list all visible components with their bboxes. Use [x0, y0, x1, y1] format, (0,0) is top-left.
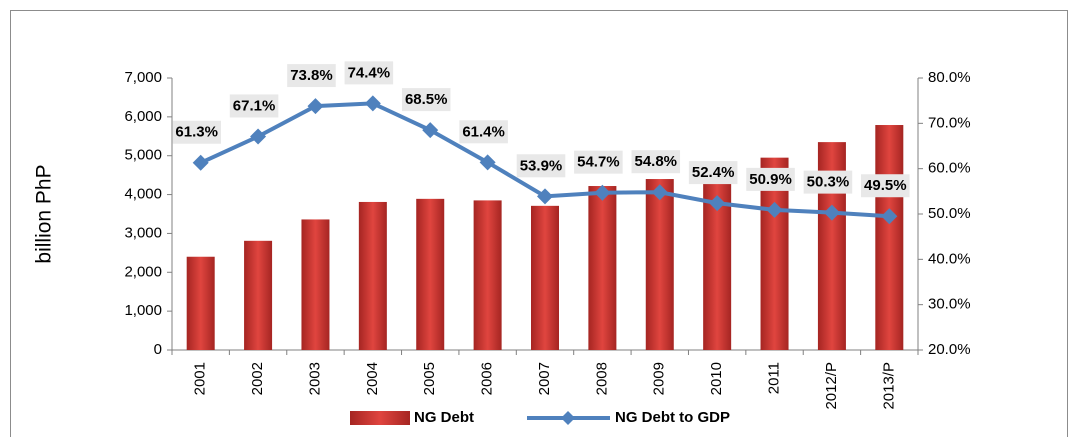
y-tick-label: 0 [154, 341, 162, 358]
x-tick-label: 2010 [708, 362, 725, 395]
marker [479, 154, 496, 171]
data-label: 53.9% [520, 157, 563, 174]
bar [358, 201, 387, 350]
y-tick-label: 5,000 [124, 147, 162, 164]
legend-label: NG Debt to GDP [615, 409, 730, 426]
bar [531, 205, 559, 350]
y2-tick-label: 40.0% [928, 250, 971, 267]
data-label: 50.3% [807, 174, 850, 191]
data-label: 61.3% [175, 124, 218, 141]
marker [651, 184, 668, 201]
data-label-bg [688, 161, 738, 185]
data-label-bg [287, 64, 336, 88]
bar [875, 125, 904, 350]
y-tick-label: 1,000 [124, 302, 162, 319]
x-tick-label: 2002 [249, 362, 266, 395]
marker [192, 154, 209, 171]
x-tick-label: 2013/P [880, 362, 897, 410]
marker [307, 98, 324, 115]
y2-tick-label: 80.0% [928, 69, 971, 86]
data-label: 49.5% [864, 177, 907, 194]
bar [301, 219, 330, 350]
marker [766, 201, 783, 218]
legend-marker [561, 411, 575, 425]
marker [537, 188, 553, 205]
x-tick-label: 2012/P [823, 362, 840, 410]
legend-swatch [350, 411, 410, 425]
data-label: 61.4% [462, 123, 505, 140]
data-label-bg [344, 61, 394, 85]
data-label: 73.8% [290, 67, 333, 84]
y2-tick-label: 20.0% [928, 341, 971, 358]
y2-tick-label: 70.0% [928, 114, 971, 131]
x-tick-label: 2007 [536, 362, 553, 395]
data-label-bg [172, 120, 221, 144]
x-tick-label: 2011 [766, 362, 783, 394]
y2-tick-label: 50.0% [928, 205, 971, 222]
bar [416, 198, 445, 350]
marker [250, 128, 267, 145]
y-tick-label: 7,000 [124, 69, 162, 86]
data-label-bg [631, 150, 681, 174]
data-label: 68.5% [405, 91, 448, 108]
x-tick-label: 2009 [651, 362, 668, 395]
data-label-bg [516, 154, 566, 178]
data-label-bg [401, 88, 451, 112]
legend-label: NG Debt [414, 409, 474, 426]
x-tick-label: 2004 [364, 362, 381, 395]
data-label: 54.8% [634, 153, 677, 170]
data-label-bg [459, 120, 508, 144]
data-label: 74.4% [348, 64, 391, 81]
marker [881, 208, 898, 225]
x-tick-label: 2005 [421, 362, 438, 395]
marker [364, 95, 381, 112]
x-tick-label: 2003 [306, 362, 323, 395]
marker [422, 122, 439, 139]
bar [645, 179, 674, 350]
y2-tick-label: 30.0% [928, 296, 971, 313]
bar [588, 186, 617, 350]
bar [473, 200, 502, 350]
data-label-bg [746, 167, 795, 191]
y-tick-label: 2,000 [124, 263, 162, 280]
y-axis-title: billion PhP [33, 164, 56, 263]
data-label-bg [574, 150, 623, 174]
data-label-bg [861, 174, 910, 198]
x-tick-label: 2006 [479, 362, 496, 395]
data-label: 52.4% [692, 164, 735, 181]
x-tick-label: 2001 [192, 362, 209, 395]
chart-border [10, 10, 1068, 437]
y-tick-label: 4,000 [124, 186, 162, 203]
y-tick-label: 3,000 [124, 224, 162, 241]
data-label-bg [229, 94, 279, 118]
bar [703, 166, 732, 350]
x-tick-label: 2008 [593, 362, 610, 395]
y2-tick-label: 60.0% [928, 160, 971, 177]
data-label: 50.9% [749, 171, 792, 188]
y-tick-label: 6,000 [124, 108, 162, 125]
bar [186, 256, 215, 350]
marker [709, 195, 726, 212]
marker [823, 204, 840, 221]
marker [594, 184, 611, 201]
data-label: 67.1% [233, 97, 276, 114]
data-label: 54.7% [577, 154, 620, 171]
data-label-bg [803, 170, 853, 194]
bar [244, 240, 273, 350]
